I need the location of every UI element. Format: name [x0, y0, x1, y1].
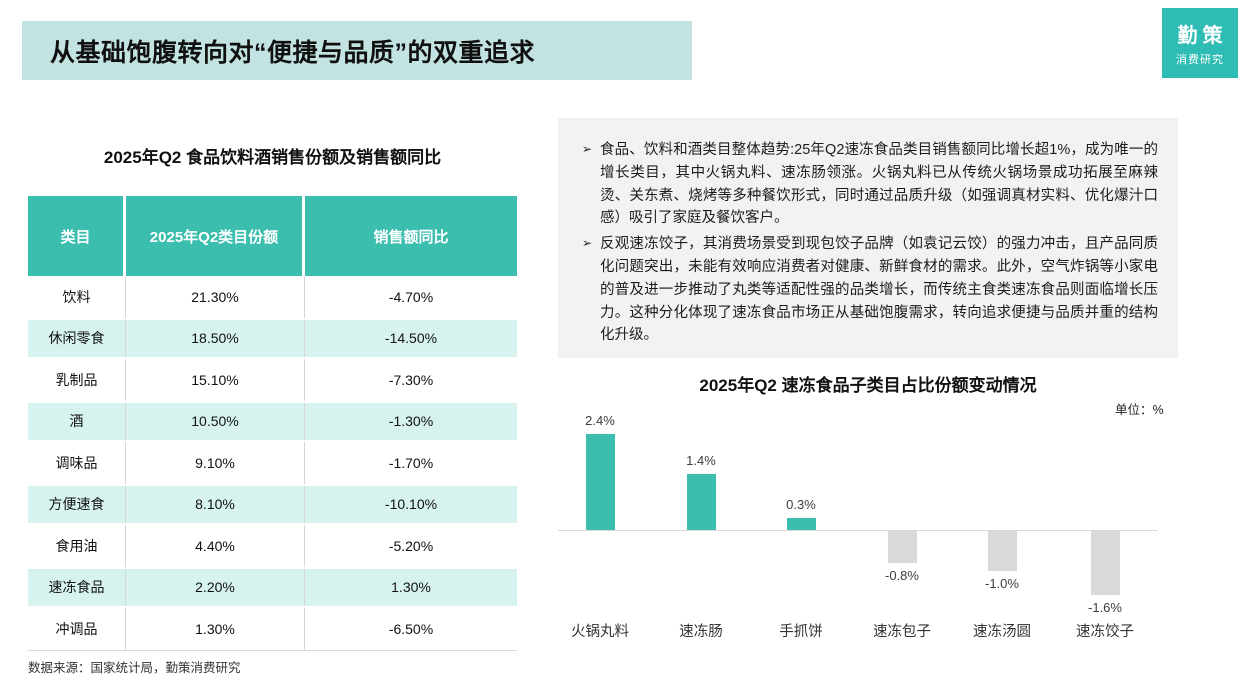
chart-bar [887, 531, 917, 563]
table-cell: 21.30% [126, 276, 305, 318]
table-row: 调味品 9.10% -1.70% [28, 442, 517, 484]
table-cell: -5.20% [388, 537, 434, 554]
table-header-category: 类目 [28, 196, 126, 276]
table-cell: -6.50% [388, 620, 434, 637]
chart-bar [686, 474, 716, 530]
table-cell: -14.50% [384, 330, 438, 347]
chart-bar [1090, 531, 1120, 595]
table-row: 冲调品 1.30% -6.50% [28, 608, 517, 650]
data-source-note: 数据来源：国家统计局，勤策消费研究 [28, 661, 241, 675]
table-cell: 休闲零食 [28, 319, 126, 357]
table-cell: 10.50% [126, 402, 305, 440]
table-row: 乳制品 15.10% -7.30% [28, 359, 517, 401]
table-cell: 食用油 [28, 525, 126, 567]
brand-logo-name: 勤策 [1177, 25, 1228, 47]
table-header-yoy: 销售额同比 [373, 228, 449, 246]
bar-category-label: 火锅丸料 [571, 624, 629, 640]
table-cell: 1.30% [126, 608, 305, 650]
bar-value-label: 0.3% [786, 497, 816, 512]
table-row: 饮料 21.30% -4.70% [28, 276, 517, 318]
table-cell: 9.10% [126, 442, 305, 484]
table-row: 方便速食 8.10% -10.10% [28, 483, 517, 525]
insight-text: 食品、饮料和酒类目整体趋势:25年Q2速冻食品类目销售额同比增长超1%，成为唯一… [600, 142, 1158, 227]
table-cell: 冲调品 [28, 608, 126, 650]
bullet-arrow-icon: ➢ [581, 236, 593, 251]
table-header-share: 2025年Q2类目份额 [126, 196, 305, 276]
bar-value-label: 2.4% [585, 413, 615, 428]
chart-zero-axis [558, 530, 1158, 531]
bar-value-label: -1.6% [1088, 600, 1122, 615]
bar-category-label: 速冻汤圆 [973, 624, 1031, 640]
chart-title: 2025年Q2 速冻食品子类目占比份额变动情况 [699, 376, 1037, 395]
table-row: 休闲零食 18.50% -14.50% [28, 317, 517, 359]
table-cell: -10.10% [384, 496, 438, 513]
table-cell: -1.70% [388, 454, 434, 471]
title-banner: 从基础饱腹转向对“便捷与品质”的双重追求 [22, 21, 692, 80]
chart-bar [786, 518, 816, 530]
bar-value-label: 1.4% [686, 453, 716, 468]
brand-logo-subtitle: 消费研究 [1176, 54, 1224, 66]
bullet-arrow-icon: ➢ [581, 142, 593, 156]
table-cell: 饮料 [28, 276, 126, 318]
bar-category-label: 速冻包子 [873, 624, 931, 640]
chart-bar [585, 434, 615, 530]
table-cell: 酒 [28, 402, 126, 440]
table-cell: 8.10% [126, 485, 305, 523]
table-cell: 4.40% [126, 525, 305, 567]
table-header-row: 类目 2025年Q2类目份额 销售额同比 [28, 196, 517, 276]
table-cell: 调味品 [28, 442, 126, 484]
table-cell: 1.30% [391, 579, 431, 596]
table-cell: -4.70% [388, 288, 434, 305]
chart-plot: 2.4% 火锅丸料 1.4% 速冻肠 0.3% 手抓饼 -0.8% 速冻包子 -1.0% 速冻汤圆… [558, 400, 1158, 650]
insight-list: ➢ 食品、饮料和酒类目整体趋势:25年Q2速冻食品类目销售额同比增长超1%，成为唯… [574, 139, 1158, 347]
table-cell: 速冻食品 [28, 568, 126, 606]
bar-category-label: 手抓饼 [779, 624, 823, 640]
table-row: 食用油 4.40% -5.20% [28, 525, 517, 567]
bar-value-label: -1.0% [985, 576, 1019, 591]
table-cell: 2.20% [126, 568, 305, 606]
table-cell: -1.30% [388, 413, 434, 430]
bar-category-label: 速冻肠 [679, 624, 723, 640]
insight-bullet: ➢ 食品、饮料和酒类目整体趋势:25年Q2速冻食品类目销售额同比增长超1%，成为唯… [574, 139, 1158, 230]
table-cell: 方便速食 [28, 485, 126, 523]
insight-bullet: ➢ 反观速冻饺子，其消费场景受到现包饺子品牌（如袁记云饺）的强力冲击，且产品同质化… [574, 233, 1158, 347]
insight-text: 反观速冻饺子，其消费场景受到现包饺子品牌（如袁记云饺）的强力冲击，且产品同质化问… [600, 236, 1158, 344]
chart-bar [987, 531, 1017, 571]
brand-logo: 勤策 消费研究 [1162, 8, 1238, 78]
table-cell: -7.30% [388, 371, 434, 388]
table-row: 速冻食品 2.20% 1.30% [28, 566, 517, 608]
chart-unit-label: 单位：% [1115, 403, 1164, 417]
category-table-body: 饮料 21.30% -4.70% 休闲零食 18.50% -14.50% 乳制品 15.10%… [28, 276, 517, 651]
table-row: 酒 10.50% -1.30% [28, 400, 517, 442]
insight-box: ➢ 食品、饮料和酒类目整体趋势:25年Q2速冻食品类目销售额同比增长超1%，成为唯… [558, 118, 1178, 358]
bar-category-label: 速冻饺子 [1076, 624, 1134, 640]
category-table: 类目 2025年Q2类目份额 销售额同比 饮料 21.30% -4.70% 休闲零食 1… [28, 196, 517, 651]
page-title: 从基础饱腹转向对“便捷与品质”的双重追求 [50, 38, 536, 67]
table-cell: 18.50% [126, 319, 305, 357]
table-cell: 乳制品 [28, 359, 126, 401]
table-title: 2025年Q2 食品饮料酒销售份额及销售额同比 [103, 148, 442, 167]
bar-value-label: -0.8% [885, 568, 919, 583]
table-cell: 15.10% [126, 359, 305, 401]
